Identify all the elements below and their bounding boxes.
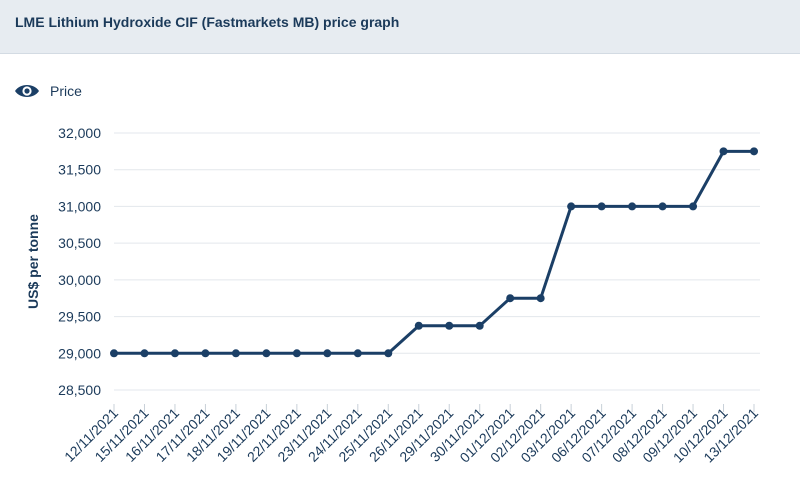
- data-point[interactable]: [658, 202, 667, 211]
- data-point[interactable]: [170, 349, 179, 358]
- data-point[interactable]: [567, 202, 576, 211]
- data-point[interactable]: [475, 321, 484, 330]
- y-tick-label: 28,500: [58, 382, 101, 398]
- data-point[interactable]: [414, 321, 423, 330]
- eye-icon[interactable]: [14, 82, 40, 100]
- chart-title: LME Lithium Hydroxide CIF (Fastmarkets M…: [15, 14, 400, 30]
- data-point[interactable]: [384, 349, 393, 358]
- chart-header: LME Lithium Hydroxide CIF (Fastmarkets M…: [0, 0, 800, 54]
- data-point[interactable]: [506, 294, 515, 303]
- data-point[interactable]: [140, 349, 149, 358]
- y-axis-label: US$ per tonne: [25, 214, 41, 309]
- series-line-price: [114, 149, 754, 355]
- data-point[interactable]: [231, 349, 240, 358]
- y-tick-label: 31,000: [58, 198, 101, 214]
- data-point[interactable]: [689, 202, 698, 211]
- legend-item-price[interactable]: Price: [14, 80, 82, 102]
- legend-label: Price: [50, 83, 82, 99]
- data-point[interactable]: [597, 202, 606, 211]
- y-tick-label: 29,000: [58, 345, 101, 361]
- data-point[interactable]: [323, 349, 332, 358]
- data-point[interactable]: [353, 349, 362, 358]
- y-tick-label: 29,500: [58, 309, 101, 325]
- y-tick-label: 32,000: [58, 125, 101, 141]
- data-point[interactable]: [201, 349, 210, 358]
- data-point[interactable]: [536, 294, 545, 303]
- y-tick-label: 30,000: [58, 272, 101, 288]
- data-point[interactable]: [292, 349, 301, 358]
- y-tick-label: 31,500: [58, 162, 101, 178]
- y-tick-label: 30,500: [58, 235, 101, 251]
- data-point[interactable]: [110, 349, 118, 358]
- data-point[interactable]: [445, 321, 454, 330]
- data-point[interactable]: [750, 147, 758, 156]
- data-point[interactable]: [628, 202, 637, 211]
- data-point[interactable]: [719, 147, 728, 156]
- data-point[interactable]: [262, 349, 271, 358]
